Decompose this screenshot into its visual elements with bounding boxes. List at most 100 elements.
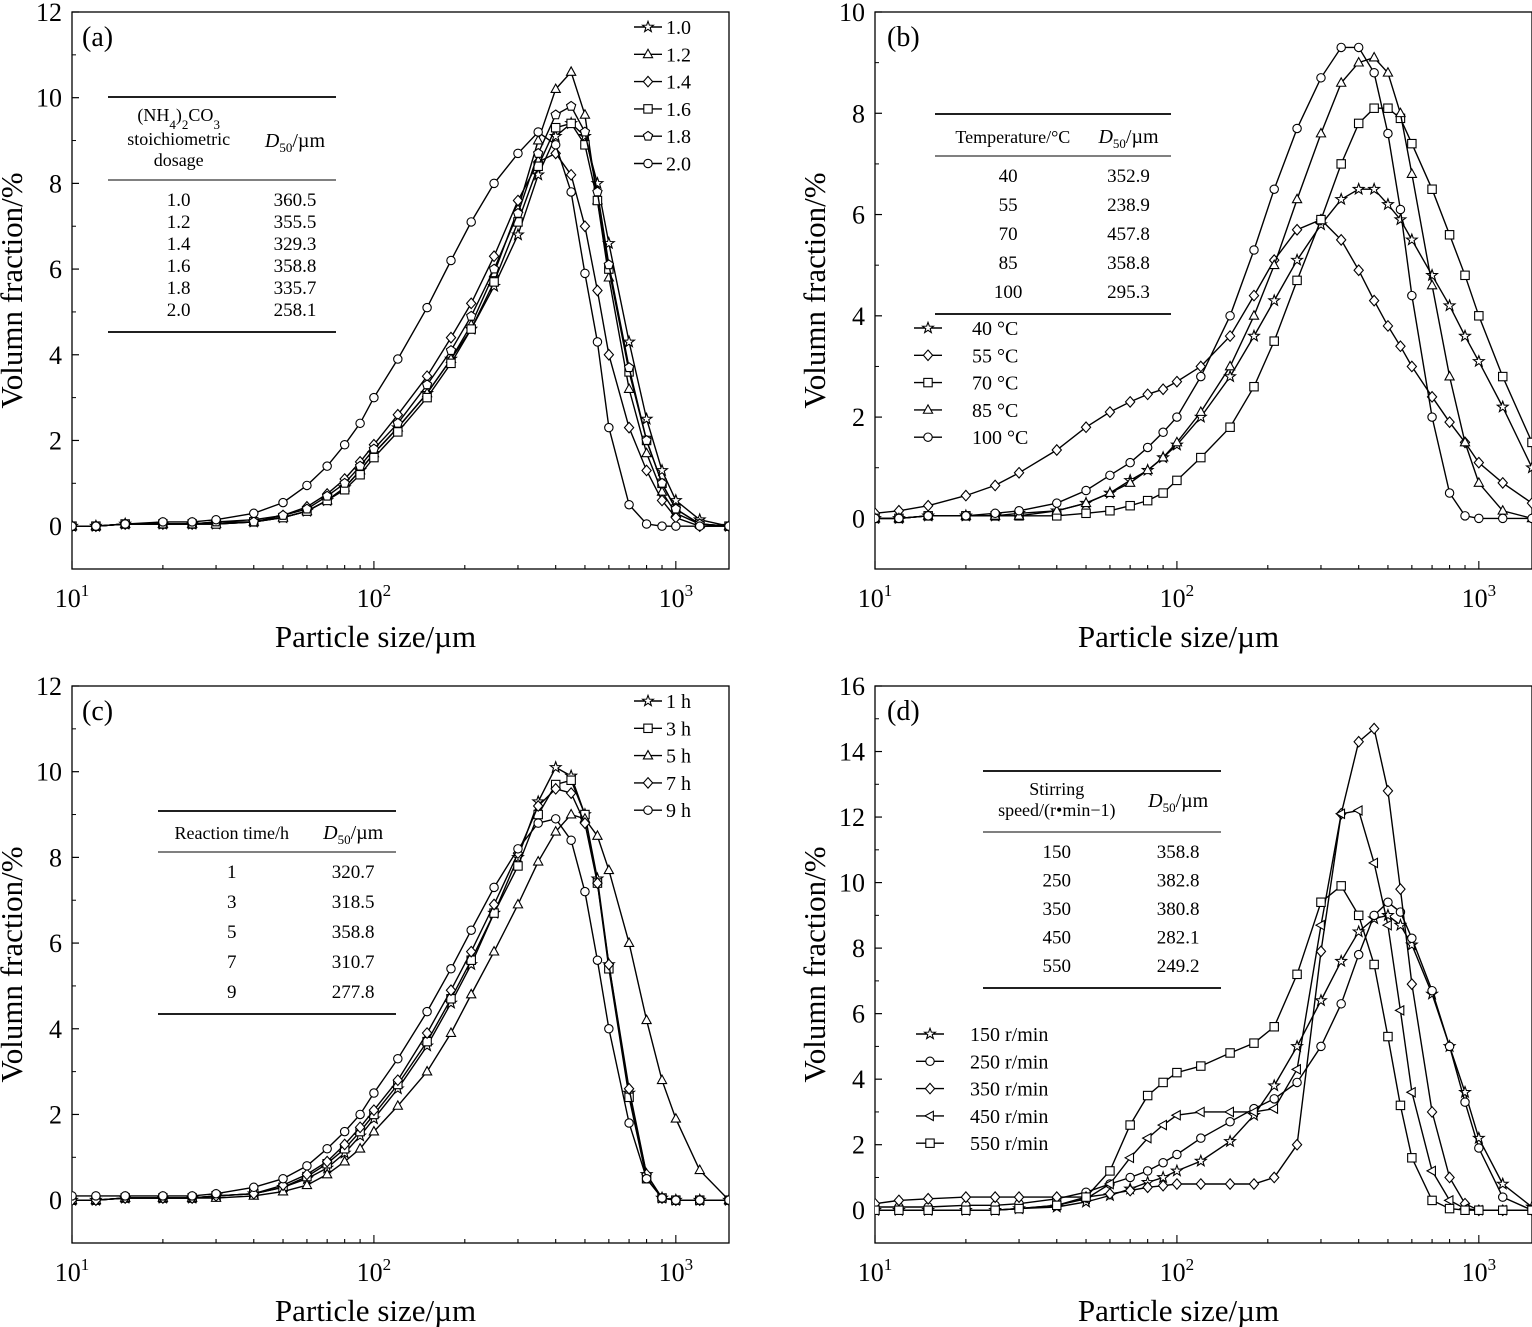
- data-point: [565, 65, 577, 76]
- data-point: [422, 1006, 432, 1017]
- data-point: [1292, 123, 1302, 134]
- data-point: [565, 168, 577, 181]
- legend-label: 9 h: [666, 800, 691, 822]
- data-point: [1269, 184, 1279, 194]
- table-cell: 250: [1043, 871, 1072, 892]
- data-point: [369, 452, 379, 463]
- data-point: [1369, 910, 1379, 921]
- data-point: [641, 1173, 652, 1184]
- data-point: [1444, 230, 1455, 240]
- data-point: [961, 1205, 971, 1215]
- legend-marker: [923, 432, 933, 442]
- data-point: [1268, 1103, 1279, 1115]
- data-point: [1425, 1165, 1436, 1177]
- data-point: [1427, 985, 1437, 996]
- data-point: [592, 955, 603, 965]
- table-cell: 358.8: [274, 256, 317, 277]
- legend-marker: [922, 403, 934, 414]
- table-cell: 9: [227, 982, 237, 1003]
- data-point: [1248, 289, 1260, 302]
- data-point: [1460, 1205, 1470, 1215]
- table-cell: 55: [999, 195, 1018, 216]
- data-point: [550, 825, 562, 836]
- table-cell: 40: [999, 166, 1018, 187]
- data-point: [1353, 56, 1365, 67]
- series-line: [72, 788, 729, 1201]
- series-group: [875, 42, 1532, 525]
- table-cell: 150: [1043, 842, 1072, 863]
- data-point: [565, 808, 577, 819]
- data-point: [1367, 857, 1379, 869]
- data-point: [249, 508, 259, 519]
- x-tick-label: 103: [659, 1255, 694, 1287]
- table-cell: 550: [1043, 956, 1072, 977]
- data-point: [670, 503, 682, 514]
- y-tick-label: 12: [36, 0, 62, 27]
- data-point: [1394, 107, 1406, 118]
- data-point: [1292, 275, 1302, 286]
- data-point: [355, 418, 365, 429]
- y-tick-label: 4: [49, 1015, 62, 1044]
- data-point: [875, 513, 880, 524]
- data-point: [513, 148, 523, 159]
- panel-b: 0 2 4 6 8 10 101 102 103 Particle size/µm Volumn f…: [797, 0, 1532, 654]
- data-point: [1382, 66, 1394, 77]
- data-point: [1141, 1132, 1152, 1144]
- data-point: [354, 1121, 366, 1134]
- data-point: [1013, 466, 1025, 479]
- legend-marker: [925, 1056, 935, 1067]
- data-point: [393, 354, 403, 364]
- legend-label: 1.0: [666, 17, 691, 39]
- data-point: [1473, 456, 1485, 469]
- data-point: [1460, 270, 1470, 281]
- series-group: [875, 722, 1532, 1217]
- data-point: [1395, 883, 1406, 896]
- data-point: [960, 489, 972, 502]
- table-cell: 5: [227, 922, 237, 943]
- data-point: [339, 1155, 351, 1166]
- series-line: [72, 122, 729, 527]
- data-point: [1315, 127, 1327, 138]
- legend: 40 °C 55 °C 70 °C 85 °C 100 °C: [914, 318, 1028, 449]
- panel-label: (c): [82, 696, 113, 727]
- data-point: [1383, 103, 1393, 113]
- data-point: [1369, 68, 1379, 78]
- data-point: [1368, 51, 1380, 62]
- data-point: [1247, 328, 1261, 342]
- data-point: [1172, 1149, 1182, 1160]
- data-point: [1247, 1106, 1258, 1118]
- data-point: [1080, 496, 1092, 508]
- data-point: [278, 1173, 288, 1184]
- data-point: [392, 1074, 404, 1087]
- legend-label: 40 °C: [972, 318, 1018, 340]
- data-point: [1195, 1177, 1207, 1191]
- data-point: [532, 855, 544, 866]
- data-point: [657, 1193, 667, 1203]
- data-point: [120, 1191, 130, 1201]
- data-point: [624, 1118, 634, 1128]
- legend-label: 70 °C: [972, 373, 1018, 395]
- data-point: [1383, 1031, 1393, 1042]
- legend-label: 85 °C: [972, 400, 1018, 422]
- data-point: [466, 217, 476, 227]
- data-point: [322, 461, 332, 471]
- y-tick-label: 0: [49, 512, 62, 541]
- data-point: [368, 1104, 380, 1117]
- data-point: [1158, 1157, 1168, 1168]
- data-point: [1249, 381, 1259, 392]
- data-point: [592, 186, 603, 197]
- legend-label: 3 h: [666, 718, 691, 740]
- data-point: [445, 1026, 457, 1037]
- data-point: [656, 1074, 668, 1085]
- data-point: [1014, 1203, 1024, 1214]
- y-tick-label: 8: [852, 934, 865, 963]
- data-point: [1125, 457, 1135, 468]
- table-cell: 282.1: [1157, 928, 1200, 949]
- data-point: [1442, 298, 1457, 312]
- data-point: [1381, 919, 1392, 931]
- data-point: [488, 263, 500, 274]
- data-point: [623, 936, 635, 947]
- data-point: [1195, 405, 1207, 416]
- data-point: [533, 818, 543, 828]
- data-point: [1225, 1048, 1235, 1058]
